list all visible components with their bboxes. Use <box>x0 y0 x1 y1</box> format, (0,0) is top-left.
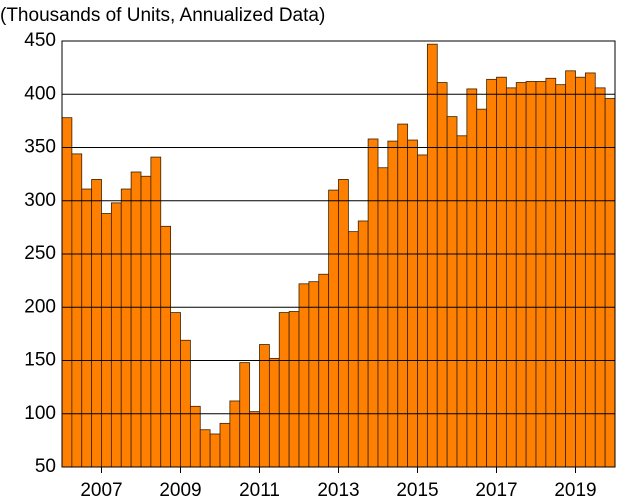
bar <box>288 311 300 468</box>
bar <box>436 82 448 468</box>
bar <box>130 171 142 468</box>
bar <box>259 344 270 468</box>
y-tick-label: 450 <box>24 30 56 51</box>
bar <box>110 202 122 468</box>
bar <box>505 87 517 468</box>
bar <box>278 312 290 468</box>
bar <box>367 138 379 468</box>
y-tick-label: 300 <box>24 190 56 211</box>
bar <box>219 422 231 468</box>
y-tick-label: 200 <box>24 296 56 317</box>
y-tick-label: 150 <box>24 350 56 371</box>
bar <box>160 225 172 468</box>
bar <box>535 81 547 468</box>
x-tick-label: 2009 <box>159 480 201 501</box>
bar <box>426 43 438 468</box>
y-tick-label: 50 <box>35 456 56 477</box>
bar <box>525 81 537 468</box>
bar <box>565 70 576 468</box>
x-tick-label: 2017 <box>475 480 517 501</box>
chart-title: (Thousands of Units, Annualized Data) <box>0 5 325 26</box>
x-tick-label: 2011 <box>239 480 280 501</box>
bar <box>318 273 330 468</box>
plot-frame <box>61 40 616 468</box>
bar <box>575 76 586 468</box>
bar <box>357 220 369 468</box>
bar <box>377 167 389 468</box>
bar <box>249 411 260 468</box>
bar <box>515 82 527 468</box>
bar <box>496 76 507 468</box>
bar <box>298 283 310 468</box>
bar <box>584 72 596 468</box>
bar <box>170 312 181 468</box>
bar <box>604 98 616 468</box>
x-tick-label: 2007 <box>80 480 122 501</box>
x-tick-label: 2015 <box>396 480 438 501</box>
bar <box>209 433 221 468</box>
y-tick-label: 350 <box>24 137 56 158</box>
bar <box>338 179 349 468</box>
bar <box>486 78 497 468</box>
bar <box>229 400 241 468</box>
y-tick-label: 250 <box>24 243 56 264</box>
bar <box>91 179 102 468</box>
x-tick-label: 2019 <box>554 480 596 501</box>
bar <box>456 135 468 468</box>
bar <box>466 88 478 468</box>
bar <box>61 117 73 468</box>
bar <box>347 231 359 468</box>
bar <box>189 405 201 468</box>
bar <box>120 188 132 468</box>
y-tick-label: 400 <box>24 83 56 104</box>
bar <box>545 77 557 468</box>
bar <box>417 154 428 468</box>
x-tick-label: 2013 <box>317 480 359 501</box>
bar <box>594 87 606 468</box>
bar <box>446 116 458 468</box>
bar <box>397 123 409 468</box>
bar <box>387 140 399 468</box>
y-tick-label: 100 <box>24 403 56 424</box>
bar <box>140 175 152 468</box>
bar <box>199 429 211 468</box>
bar <box>81 188 93 468</box>
bar <box>328 189 339 468</box>
bar <box>150 156 162 468</box>
bar <box>555 84 567 468</box>
bar <box>268 357 280 468</box>
bar <box>101 213 112 468</box>
bar <box>308 281 320 468</box>
bar <box>239 362 251 468</box>
bar <box>180 339 191 468</box>
bar <box>407 139 418 468</box>
